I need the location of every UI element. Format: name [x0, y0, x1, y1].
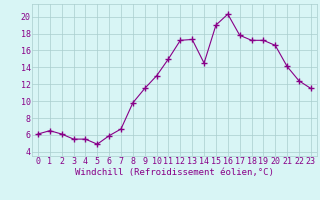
X-axis label: Windchill (Refroidissement éolien,°C): Windchill (Refroidissement éolien,°C) — [75, 168, 274, 177]
